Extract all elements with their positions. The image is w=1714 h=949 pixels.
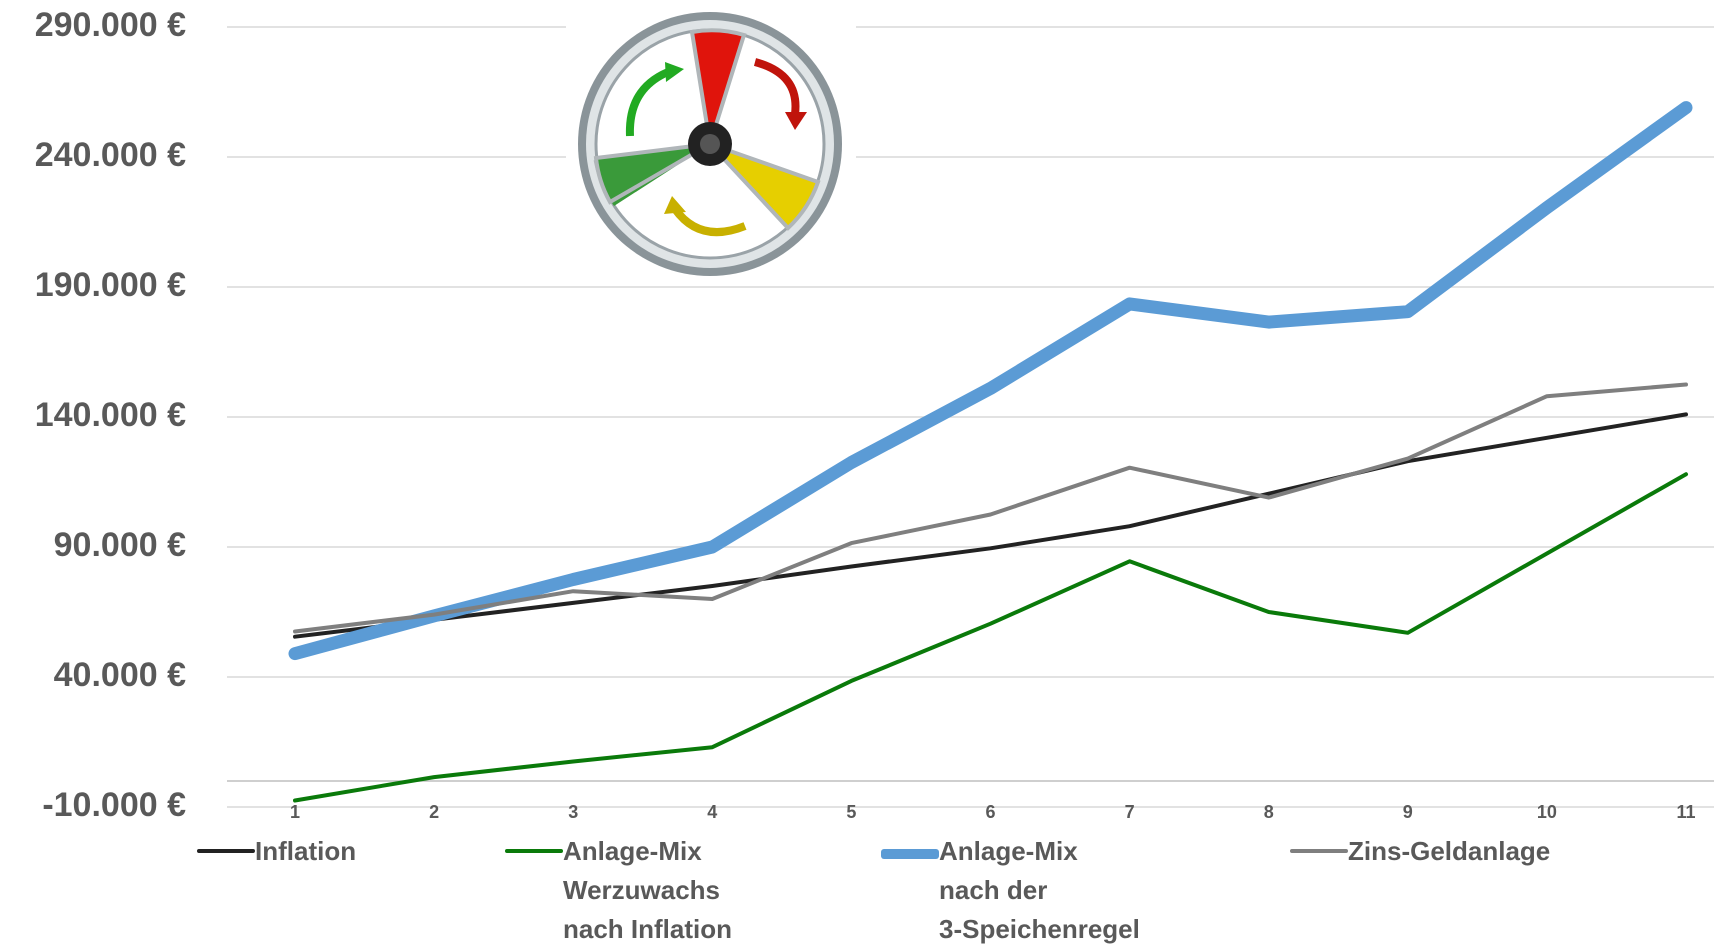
x-tick-label: 2 [429,802,439,822]
x-tick-label: 11 [1676,802,1695,822]
x-tick-label: 7 [1125,802,1135,822]
wedge-red [689,28,747,145]
x-tick-label: 1 [290,802,300,822]
lines [288,101,1693,803]
legend-swatch [881,849,939,859]
legend-swatch [505,849,563,853]
x-tick-label: 9 [1403,802,1413,822]
y-tick-label: 90.000 € [54,526,186,564]
legend-item: Zins-Geldanlage [1290,832,1550,871]
x-tick-label: 5 [846,802,856,822]
arrow-green [625,68,670,137]
wedge-yellow [708,142,821,231]
legend-label: Anlage-Mix nach der 3-Speichenregel [939,836,1140,944]
series-line [293,382,1688,634]
y-tick-label: 240.000 € [35,136,186,174]
arrow-red-head [785,112,807,130]
x-tick-label: 6 [985,802,995,822]
arrow-yellow [671,206,747,237]
y-tick-label: 190.000 € [35,266,186,304]
legend-item: Anlage-Mix nach der 3-Speichenregel [881,832,1140,949]
x-tick-label: 8 [1264,802,1274,822]
arrow-red [753,58,800,115]
y-tick-label: 140.000 € [35,396,186,434]
arrow-yellow-head [664,196,686,214]
y-tick-label: -10.000 € [42,786,186,824]
y-tick-label: 40.000 € [54,656,186,694]
legend-item: Anlage-Mix Werzuwachs nach Inflation [505,832,732,949]
x-tick-label: 4 [707,802,717,822]
grid [227,26,1714,808]
legend-swatch [197,849,255,853]
x-tick-label: 3 [568,802,578,822]
wheel-hub-inner [700,134,720,154]
legend-label: Anlage-Mix Werzuwachs nach Inflation [563,836,732,944]
series-line [293,412,1688,639]
legend-label: Inflation [255,836,357,866]
arrow-green-head [665,62,684,82]
legend-item: Inflation [197,832,356,871]
y-tick-label: 290.000 € [35,6,186,44]
legend-swatch [1290,849,1348,853]
series-line [288,101,1693,661]
wheel-logo [578,12,842,276]
x-tick-label: 10 [1537,802,1557,822]
series-line [293,472,1688,803]
wedge-green-main [593,142,712,205]
legend-label: Zins-Geldanlage [1348,836,1551,866]
